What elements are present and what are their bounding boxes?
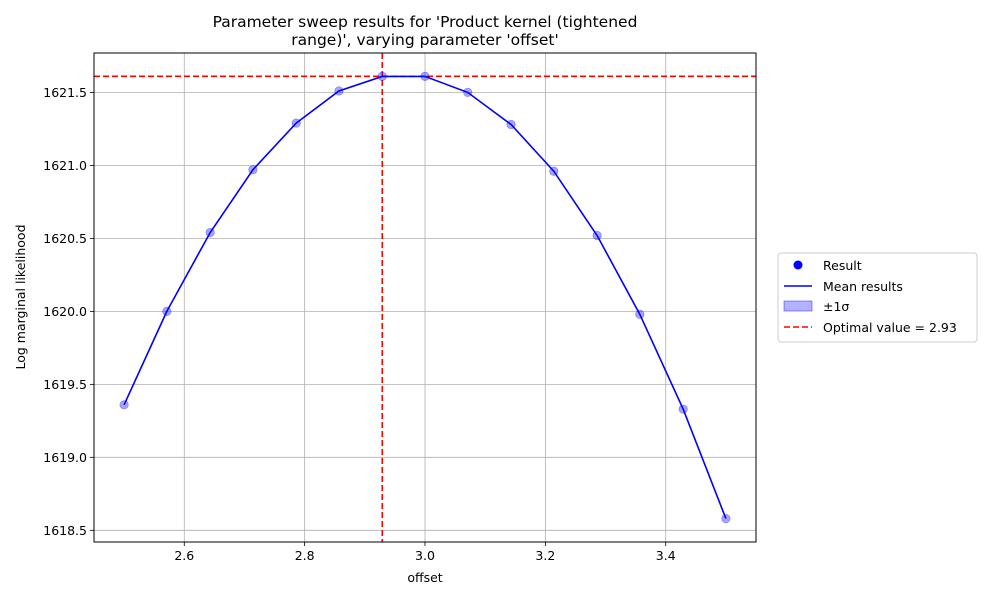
result-point (678, 404, 688, 414)
result-point (635, 309, 645, 319)
x-tick-label: 2.8 (295, 548, 315, 563)
mean-results-line (123, 75, 727, 519)
result-point (721, 514, 731, 524)
result-point (291, 118, 301, 128)
y-axis-label: Log marginal likelihood (13, 224, 28, 369)
legend-result-marker (793, 260, 803, 270)
y-tick-label: 1620.5 (43, 231, 87, 246)
result-point (549, 166, 559, 176)
result-point (463, 87, 473, 98)
y-tick-label: 1618.5 (43, 523, 87, 538)
y-axis-ticks: 1618.5 1619.0 1619.5 1620.0 1620.5 1621.0 1621… (43, 85, 94, 538)
plot-series (119, 71, 731, 524)
y-tick-label: 1621.5 (43, 85, 87, 100)
legend-band-label: ±1σ (823, 299, 849, 314)
x-tick-label: 2.6 (174, 548, 194, 563)
grid (94, 53, 756, 542)
x-tick-label: 3.0 (415, 548, 435, 563)
y-tick-label: 1621.0 (43, 158, 87, 173)
result-point (162, 306, 172, 316)
legend-optimal-label: Optimal value = 2.93 (823, 320, 957, 335)
result-point (592, 230, 602, 241)
legend-result-label: Result (823, 258, 862, 273)
y-tick-label: 1619.5 (43, 377, 87, 392)
result-point (420, 71, 430, 81)
legend-band-swatch (783, 300, 813, 312)
y-tick-label: 1620.0 (43, 304, 87, 319)
x-axis-ticks: 2.6 2.8 3.0 3.2 3.4 (174, 542, 676, 563)
chart-title-line-2: range)', varying parameter 'offset' (291, 31, 558, 49)
y-tick-label: 1619.0 (43, 450, 87, 465)
x-axis-label: offset (407, 570, 442, 585)
legend: Result Mean results ±1σ Optimal value = … (777, 252, 978, 343)
legend-box (777, 252, 978, 343)
result-point (506, 119, 516, 130)
chart-title-line-1: Parameter sweep results for 'Product ker… (213, 13, 638, 31)
x-tick-label: 3.4 (656, 548, 676, 563)
x-tick-label: 3.2 (535, 548, 555, 563)
result-point (248, 165, 258, 175)
legend-mean-label: Mean results (823, 279, 903, 294)
result-point (377, 71, 387, 81)
result-point (334, 86, 344, 96)
result-point (119, 400, 129, 410)
result-point (205, 227, 215, 238)
optimal-reference-lines (94, 53, 756, 542)
